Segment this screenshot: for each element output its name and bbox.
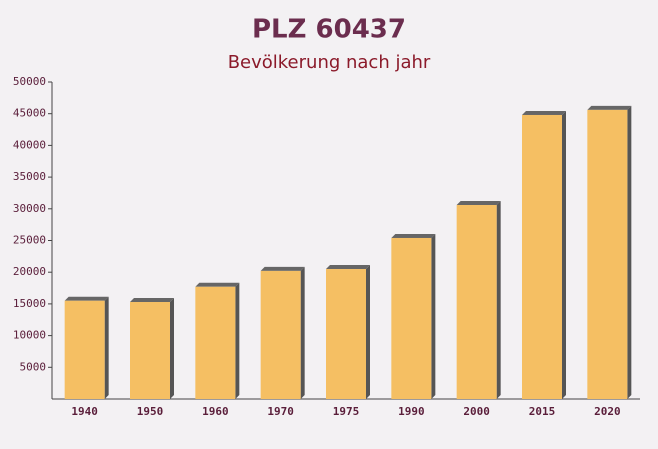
y-tick-label: 40000 (13, 138, 46, 151)
bar (195, 286, 236, 399)
x-tick-label: 2020 (594, 405, 621, 418)
bar-top (456, 200, 501, 205)
bar (326, 269, 366, 399)
bar-side (300, 266, 305, 399)
y-tick-label: 20000 (13, 265, 46, 278)
bar-top (260, 266, 305, 271)
y-tick-label: 45000 (13, 107, 46, 120)
bar-side (431, 233, 436, 399)
y-tick-label: 30000 (13, 202, 46, 215)
bar-side (562, 110, 566, 399)
bar-top (391, 233, 436, 238)
x-tick-label: 2015 (529, 405, 556, 418)
bar (522, 114, 562, 399)
bar-top (64, 296, 109, 301)
bar-top (195, 282, 240, 287)
chart-subtitle: Bevölkerung nach jahr (228, 52, 431, 73)
bar (456, 204, 497, 399)
y-tick-label: 5000 (20, 360, 47, 373)
bar-side (170, 297, 174, 399)
bar (260, 270, 301, 399)
bar (587, 109, 628, 400)
x-tick-label: 1950 (137, 405, 164, 418)
bar-side (104, 296, 109, 399)
x-tick-label: 1990 (398, 405, 425, 418)
bar-side (235, 282, 240, 399)
bar (391, 237, 432, 399)
y-tick-label: 10000 (13, 329, 46, 342)
y-tick-label: 50000 (13, 75, 46, 88)
bar (130, 301, 170, 399)
x-tick-label: 1975 (333, 405, 360, 418)
y-tick-label: 15000 (13, 297, 46, 310)
x-tick-label: 1940 (71, 405, 98, 418)
bar (64, 300, 105, 399)
bar-side (496, 200, 501, 399)
x-tick-label: 2000 (463, 405, 490, 418)
bar-top (587, 105, 632, 110)
bar-side (366, 265, 370, 399)
x-tick-label: 1960 (202, 405, 229, 418)
y-tick-label: 25000 (13, 234, 46, 247)
y-tick-label: 35000 (13, 170, 46, 183)
bar-top (522, 110, 566, 115)
bar-top (130, 297, 174, 302)
bar-top (326, 265, 370, 270)
chart-title: PLZ 60437 (252, 15, 406, 45)
bar-side (627, 105, 632, 400)
x-tick-label: 1970 (267, 405, 294, 418)
